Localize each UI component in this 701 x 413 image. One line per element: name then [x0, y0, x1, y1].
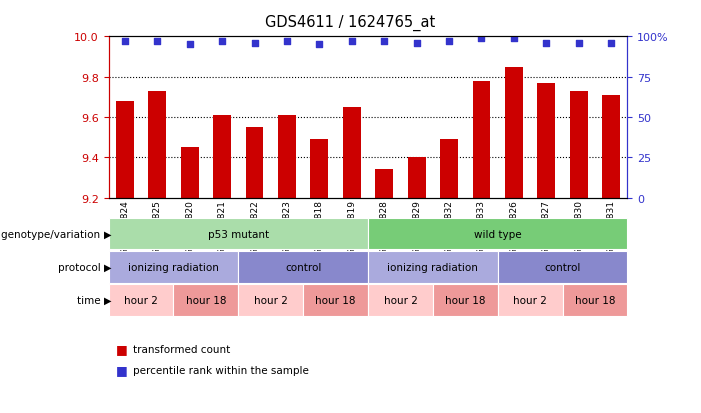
Bar [343, 108, 361, 198]
Bar [408, 158, 426, 198]
Point [606, 40, 617, 47]
Point [281, 39, 292, 45]
Point [379, 39, 390, 45]
Text: hour 18: hour 18 [315, 295, 356, 305]
Text: ionizing radiation: ionizing radiation [388, 262, 478, 272]
Point [346, 39, 358, 45]
Text: ■: ■ [116, 342, 128, 356]
Text: hour 2: hour 2 [254, 295, 287, 305]
Bar [213, 116, 231, 198]
Text: genotype/variation: genotype/variation [1, 229, 104, 239]
Text: transformed count: transformed count [133, 344, 231, 354]
Point [444, 39, 455, 45]
Text: ■: ■ [116, 363, 128, 376]
Bar [116, 102, 134, 198]
Text: GDS4611 / 1624765_at: GDS4611 / 1624765_at [266, 14, 435, 31]
Text: protocol: protocol [57, 262, 104, 272]
Text: control: control [545, 262, 580, 272]
Text: ionizing radiation: ionizing radiation [128, 262, 219, 272]
Point [184, 42, 196, 49]
Text: control: control [285, 262, 321, 272]
Text: hour 2: hour 2 [124, 295, 158, 305]
Point [314, 42, 325, 49]
Text: wild type: wild type [474, 229, 522, 239]
Bar [505, 67, 523, 198]
Text: hour 2: hour 2 [383, 295, 417, 305]
Bar [278, 116, 296, 198]
Point [573, 40, 585, 47]
Point [119, 39, 130, 45]
Text: time: time [77, 295, 104, 305]
Text: ▶: ▶ [104, 229, 111, 239]
Bar [538, 83, 555, 198]
Text: hour 18: hour 18 [445, 295, 486, 305]
Text: hour 18: hour 18 [186, 295, 226, 305]
Point [476, 36, 487, 42]
Point [508, 36, 519, 42]
Bar [602, 95, 620, 198]
Text: percentile rank within the sample: percentile rank within the sample [133, 365, 309, 375]
Text: p53 mutant: p53 mutant [207, 229, 269, 239]
Bar [245, 128, 264, 198]
Text: hour 18: hour 18 [575, 295, 615, 305]
Bar [440, 140, 458, 198]
Text: ▶: ▶ [104, 295, 111, 305]
Bar [149, 92, 166, 198]
Point [411, 40, 422, 47]
Bar [311, 140, 328, 198]
Bar [570, 92, 587, 198]
Bar [472, 81, 491, 198]
Text: hour 2: hour 2 [513, 295, 547, 305]
Point [151, 39, 163, 45]
Point [249, 40, 260, 47]
Bar [375, 170, 393, 198]
Text: ▶: ▶ [104, 262, 111, 272]
Point [540, 40, 552, 47]
Point [217, 39, 228, 45]
Bar [181, 148, 198, 198]
